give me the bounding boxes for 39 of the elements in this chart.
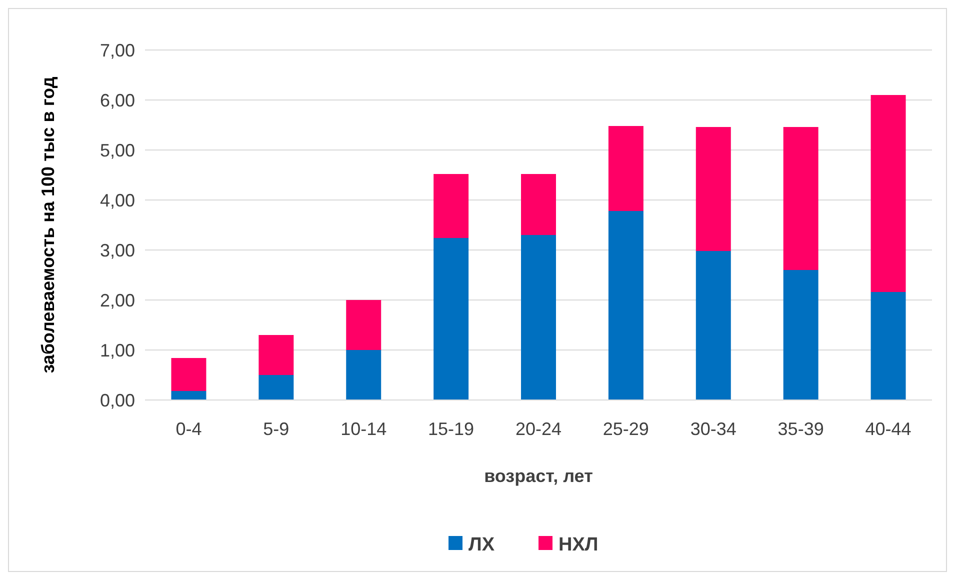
y-tick-label: 1,00 <box>100 340 135 360</box>
bar <box>434 238 469 400</box>
x-tick-label: 0-4 <box>176 419 202 439</box>
x-axis-title: возраст, лет <box>484 466 594 486</box>
bar <box>521 174 556 235</box>
x-tick-label: 35-39 <box>778 419 824 439</box>
y-tick-label: 7,00 <box>100 40 135 60</box>
bar <box>783 127 818 270</box>
bar <box>870 95 906 292</box>
bar <box>696 251 731 400</box>
y-tick-label: 4,00 <box>100 190 135 210</box>
y-tick-label: 0,00 <box>100 390 135 410</box>
bar <box>521 235 556 400</box>
bar <box>434 174 469 238</box>
x-tick-label: 25-29 <box>602 419 649 439</box>
x-tick-label: 10-14 <box>340 419 387 439</box>
y-tick-label: 2,00 <box>100 290 135 310</box>
bar <box>608 126 644 211</box>
x-tick-label: 40-44 <box>865 419 912 439</box>
bar <box>783 270 818 400</box>
x-tick-label: 15-19 <box>428 419 474 439</box>
bar <box>258 335 294 375</box>
y-axis-title: заболеваемость на 100 тыс в год <box>38 76 58 374</box>
y-tick-label: 5,00 <box>100 140 135 160</box>
x-tick-label: 20-24 <box>515 419 562 439</box>
legend-label: НХЛ <box>558 534 598 556</box>
bar <box>171 391 206 400</box>
bar <box>346 350 382 400</box>
bar <box>258 375 294 400</box>
y-tick-label: 3,00 <box>100 240 135 260</box>
x-tick-label: 5-9 <box>263 419 290 439</box>
bar <box>171 358 206 391</box>
x-tick-label: 30-34 <box>690 419 736 439</box>
bar <box>608 211 644 400</box>
bar <box>346 300 382 350</box>
bar <box>870 292 906 400</box>
legend-label: ЛХ <box>468 534 495 556</box>
bar <box>696 127 731 251</box>
y-tick-label: 6,00 <box>100 90 135 110</box>
